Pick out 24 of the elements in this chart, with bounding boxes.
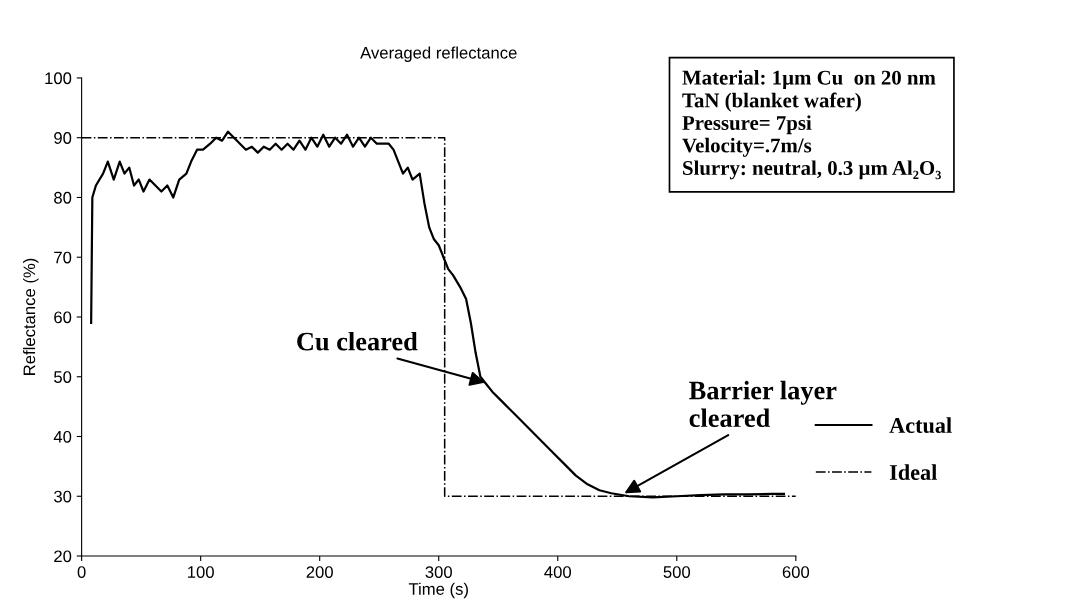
annotation: Material: 1µm Cu on 20 nm TaN (blanket wafer) Pressure= 7psi Velocity=.7m/s Slurry: neutral, 0.3 µm Al₂O₃	[682, 70, 941, 180]
x-tick-label: 300	[425, 566, 452, 578]
x-tick-label: 600	[782, 566, 810, 578]
y-tick-label: 90	[54, 132, 72, 144]
y-tick-label: 40	[53, 430, 72, 443]
legend-label: Ideal	[889, 464, 937, 480]
legend-label: Actual	[889, 417, 952, 434]
x-tick-label: 500	[663, 566, 691, 578]
chart-title: Averaged reflectance	[360, 46, 517, 62]
y-tick-label: 80	[54, 191, 72, 204]
annotation: Cu cleared	[297, 331, 418, 351]
y-axis-title: Reflectance (%)	[23, 258, 39, 375]
y-tick-label: 70	[54, 251, 72, 264]
y-tick-label: 50	[54, 371, 72, 383]
y-tick-label: 60	[54, 311, 72, 324]
y-tick-label: 100	[45, 72, 72, 85]
y-tick-label: 20	[54, 550, 72, 563]
annotation: Barrier layer cleared	[689, 380, 837, 428]
x-tick-label: 100	[188, 566, 214, 578]
x-tick-label: 200	[306, 566, 333, 578]
x-tick-label: 0	[77, 566, 86, 578]
y-tick-label: 30	[54, 490, 72, 503]
x-axis-title: Time (s)	[408, 582, 468, 599]
x-tick-label: 400	[544, 566, 572, 578]
